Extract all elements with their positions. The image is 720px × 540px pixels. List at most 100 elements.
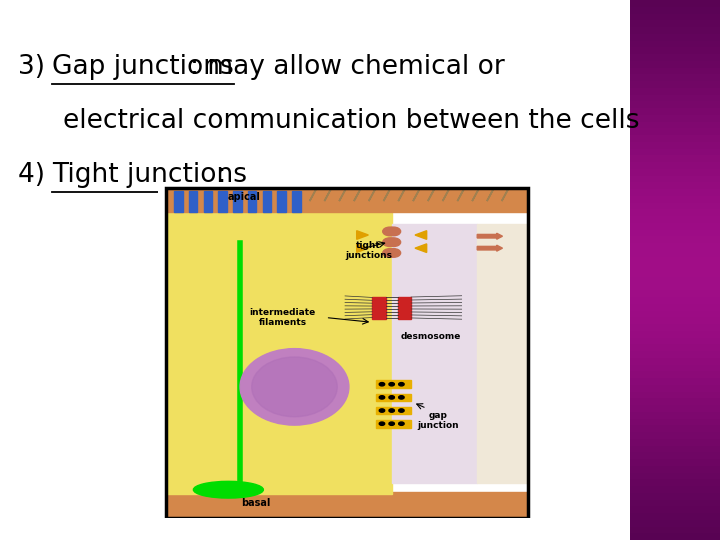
Bar	[630, 249, 720, 256]
Bar	[630, 480, 720, 486]
Circle shape	[383, 248, 397, 257]
Bar	[630, 122, 720, 128]
Bar	[630, 141, 720, 149]
Bar	[630, 399, 720, 405]
Bar	[630, 156, 720, 162]
Text: Tight junctions: Tight junctions	[52, 162, 247, 188]
Bar	[376, 420, 411, 428]
Circle shape	[379, 396, 384, 399]
Polygon shape	[356, 231, 369, 239]
Bar	[630, 148, 720, 156]
Bar	[630, 47, 720, 54]
Bar	[630, 507, 720, 513]
Bar	[204, 191, 212, 212]
Ellipse shape	[240, 349, 349, 425]
Bar	[630, 465, 720, 472]
Bar	[630, 195, 720, 202]
Bar	[630, 418, 720, 426]
Bar	[630, 33, 720, 40]
Bar	[630, 500, 720, 507]
Bar	[630, 54, 720, 60]
Bar	[630, 492, 720, 500]
Bar	[630, 432, 720, 438]
Circle shape	[389, 409, 395, 412]
Bar	[630, 20, 720, 27]
Bar	[630, 513, 720, 519]
Bar	[630, 270, 720, 276]
Bar	[630, 60, 720, 68]
Text: electrical communication between the cells: electrical communication between the cel…	[63, 108, 640, 134]
Bar	[630, 68, 720, 74]
Bar	[630, 303, 720, 310]
Circle shape	[399, 382, 404, 386]
Circle shape	[379, 422, 384, 426]
Text: 4): 4)	[18, 162, 53, 188]
Bar	[630, 345, 720, 351]
Bar	[630, 115, 720, 122]
Bar	[376, 380, 411, 388]
Bar	[630, 426, 720, 432]
Bar	[630, 526, 720, 534]
Bar	[218, 191, 227, 212]
Text: basal: basal	[241, 498, 270, 508]
Bar	[630, 459, 720, 465]
Bar	[630, 486, 720, 492]
Bar	[630, 317, 720, 324]
Bar	[630, 230, 720, 237]
Ellipse shape	[194, 481, 264, 498]
Text: tight
junctions: tight junctions	[345, 241, 392, 260]
Bar	[477, 224, 528, 483]
Bar	[630, 256, 720, 263]
Ellipse shape	[252, 357, 337, 417]
Bar	[630, 176, 720, 183]
Text: desmosome: desmosome	[400, 332, 461, 341]
Bar	[630, 81, 720, 87]
Circle shape	[389, 396, 395, 399]
Polygon shape	[415, 244, 427, 253]
Bar	[630, 297, 720, 303]
Bar	[174, 191, 182, 212]
FancyArrow shape	[477, 233, 503, 239]
Bar	[630, 338, 720, 345]
Bar	[630, 405, 720, 411]
Circle shape	[379, 382, 384, 386]
Bar	[630, 108, 720, 115]
Circle shape	[389, 422, 395, 426]
Bar	[166, 188, 528, 212]
Text: gap
junction: gap junction	[418, 411, 459, 430]
Circle shape	[399, 422, 404, 426]
Bar	[630, 40, 720, 47]
Bar	[630, 209, 720, 216]
Bar	[630, 189, 720, 195]
Bar	[376, 394, 411, 401]
Bar	[292, 191, 301, 212]
Bar	[630, 291, 720, 297]
Bar	[630, 162, 720, 168]
Circle shape	[379, 409, 384, 412]
Bar	[630, 351, 720, 357]
Bar	[630, 263, 720, 270]
Text: Gap junctions: Gap junctions	[52, 54, 233, 80]
Bar	[630, 411, 720, 418]
Bar	[630, 87, 720, 94]
Bar	[233, 191, 242, 212]
Text: apical: apical	[228, 192, 261, 202]
Bar	[630, 243, 720, 249]
Bar	[630, 364, 720, 372]
Bar	[630, 519, 720, 526]
Circle shape	[387, 238, 400, 246]
Circle shape	[399, 409, 404, 412]
Polygon shape	[415, 231, 427, 239]
Bar	[630, 284, 720, 291]
Bar	[630, 310, 720, 317]
Bar	[630, 168, 720, 176]
Bar	[372, 297, 386, 319]
Bar	[630, 472, 720, 480]
Bar	[630, 222, 720, 230]
Polygon shape	[356, 244, 369, 253]
Bar	[166, 207, 392, 495]
Bar	[630, 276, 720, 284]
Bar	[630, 27, 720, 33]
Bar	[630, 135, 720, 141]
Bar	[630, 6, 720, 14]
